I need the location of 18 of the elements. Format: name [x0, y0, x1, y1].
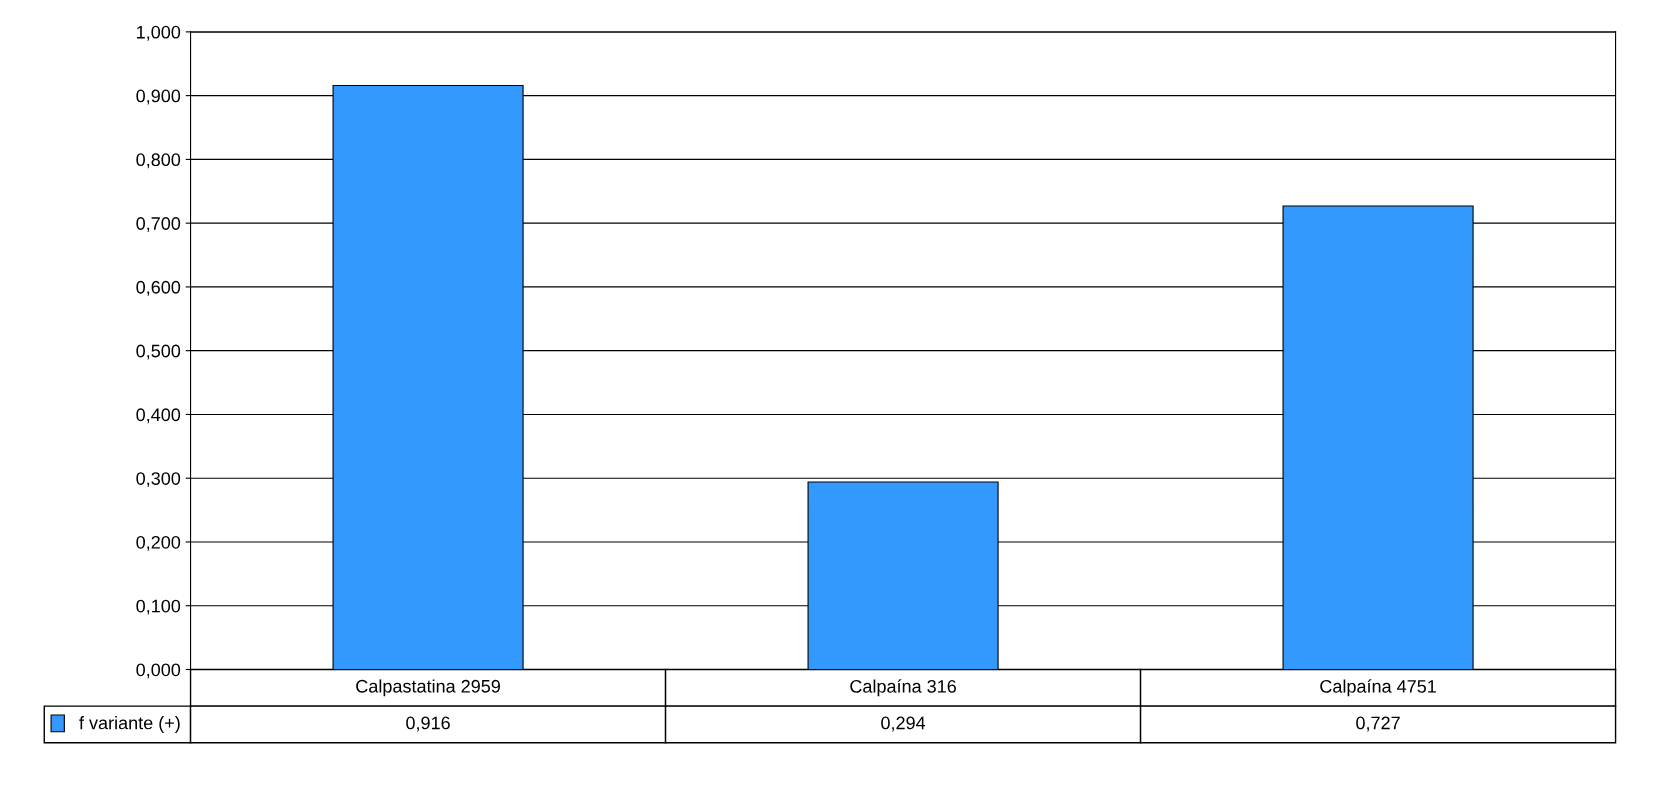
y-tick-label: 1,000	[137, 25, 181, 41]
y-tick-label: 0,600	[136, 280, 181, 296]
data-label: 0,294	[881, 716, 926, 732]
x-tick-label: Calpaína 316	[850, 679, 956, 697]
y-tick-label: 0,500	[136, 344, 181, 360]
y-tick-label: 0,300	[136, 472, 181, 488]
y-tick-label: 0,800	[136, 153, 181, 169]
y-tick-label: 0,100	[136, 599, 181, 615]
y-tick-label: 0,900	[136, 89, 181, 105]
x-tick-label: Calpaína 4751	[1320, 679, 1436, 697]
y-tick-label: 0,000	[136, 663, 181, 679]
legend-label: f variante (+)	[79, 716, 180, 733]
data-label: 0,727	[1356, 716, 1400, 732]
y-tick-label: 0,700	[136, 217, 181, 233]
y-tick-label: 0,200	[136, 535, 181, 551]
x-tick-label: Calpastatina 2959	[356, 679, 500, 697]
data-label: 0,916	[406, 716, 450, 732]
y-tick-label: 0,400	[136, 408, 181, 424]
